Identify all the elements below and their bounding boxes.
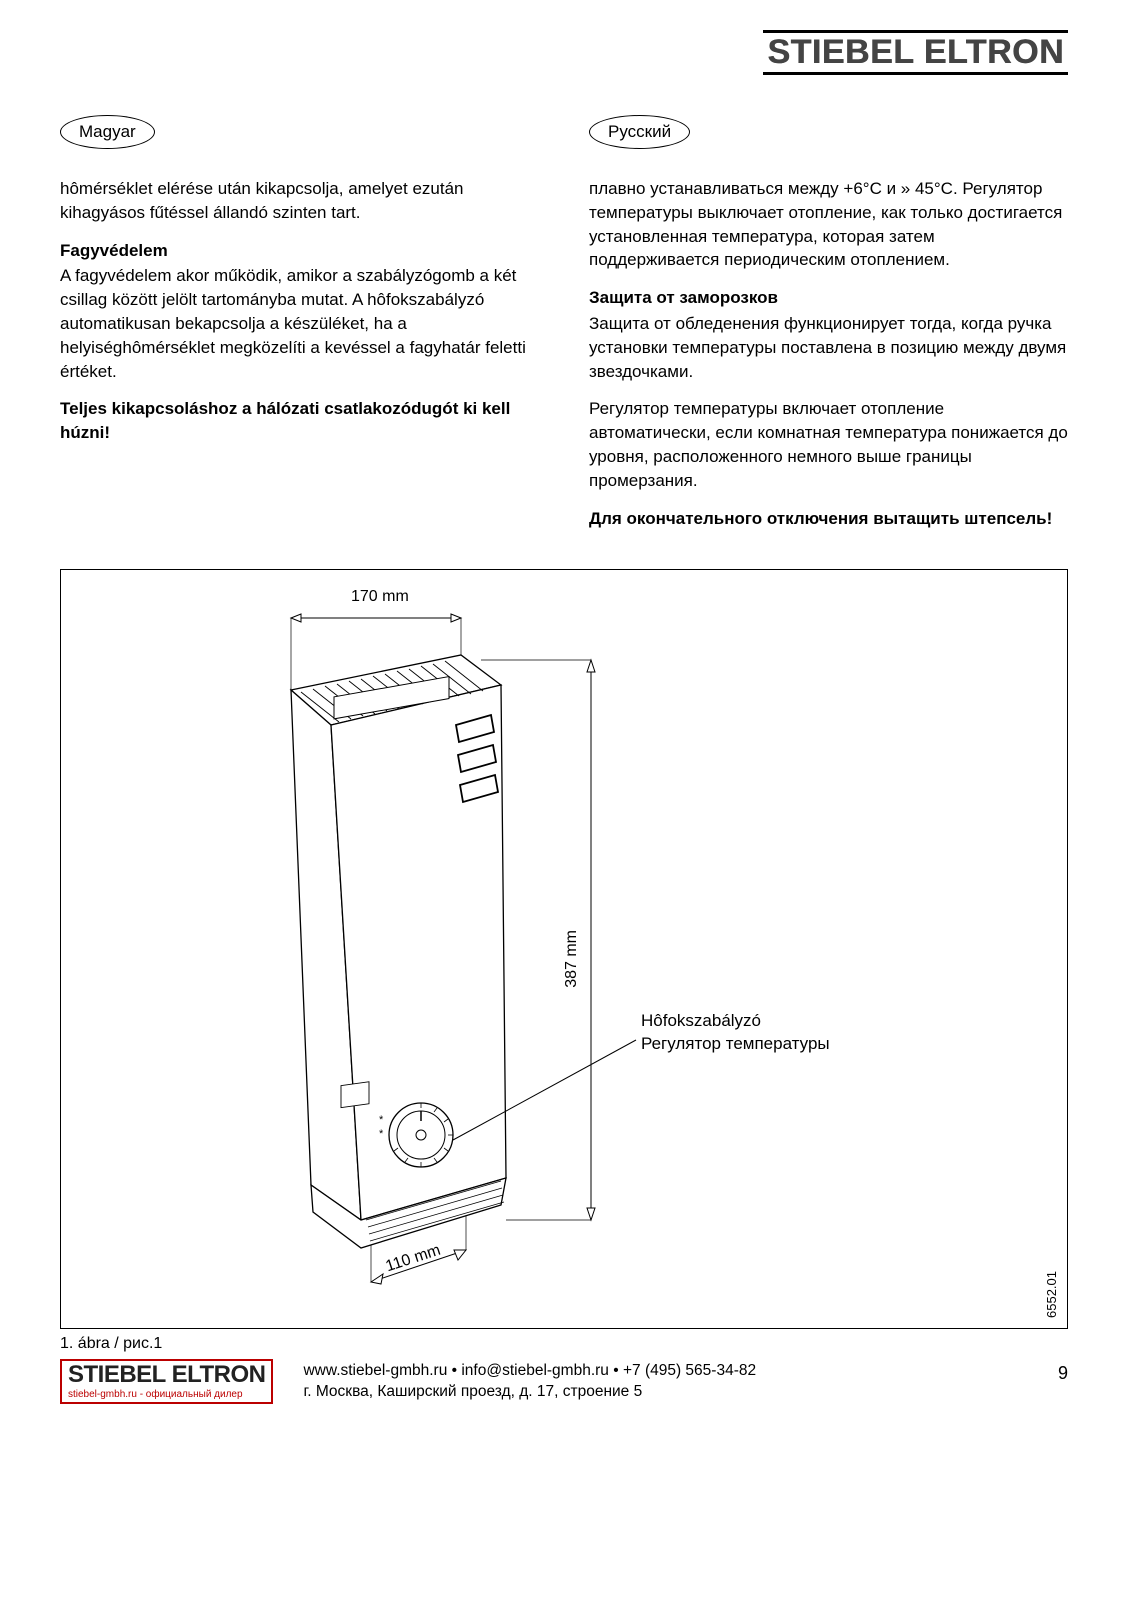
footer-logo: STIEBEL ELTRON stiebel-gmbh.ru - официал… [60,1359,273,1404]
column-hungarian: Magyar hômérséklet elérése után kikapcso… [60,115,539,544]
lang-badge-hu: Magyar [60,115,155,149]
dim-height-label: 387 mm [563,930,581,988]
footer-line2: г. Москва, Каширский проезд, д. 17, стро… [303,1382,1028,1403]
footer-brand: STIEBEL ELTRON [68,1361,265,1389]
page-number: 9 [1058,1363,1068,1384]
hu-p2: A fagyvédelem akor működik, amikor a sza… [60,264,539,383]
svg-text:*: * [379,1128,384,1140]
hu-bold: Teljes kikapcsoláshoz a hálózati csatlak… [60,397,539,445]
footer-line1: www.stiebel-gmbh.ru • info@stiebel-gmbh.… [303,1361,1028,1382]
text-columns: Magyar hômérséklet elérése után kikapcso… [60,115,1068,544]
hu-h1: Fagyvédelem [60,239,539,263]
ru-p3: Регулятор температуры включает отопление… [589,397,1068,492]
figure-caption: 1. ábra / рис.1 [60,1335,1068,1353]
svg-text:*: * [379,1114,384,1126]
body-ru: плавно устанавливаться между +6°C и » 45… [589,177,1068,530]
column-russian: Русский плавно устанавливаться между +6°… [589,115,1068,544]
callout-ru: Регулятор температуры [641,1033,830,1056]
figure-code: 6552.01 [1044,1271,1059,1318]
figure-box: 170 mm [60,569,1068,1329]
callout-hu: Hôfokszabályzó [641,1010,830,1033]
ru-bold: Для окончательного отключения вытащить ш… [589,507,1068,531]
brand-text: STIEBEL ELTRON [763,30,1068,75]
callout-block: Hôfokszabályzó Регулятор температуры [641,1010,830,1056]
header-logo: STIEBEL ELTRON [60,30,1068,75]
figure-svg: * * [61,570,1061,1330]
footer-sub: stiebel-gmbh.ru - официальный дилер [68,1389,265,1400]
lang-badge-ru: Русский [589,115,690,149]
ru-h1: Защита от заморозков [589,286,1068,310]
hu-p1: hômérséklet elérése után kikapcsolja, am… [60,177,539,225]
ru-p1: плавно устанавливаться между +6°C и » 45… [589,177,1068,272]
footer-contact: www.stiebel-gmbh.ru • info@stiebel-gmbh.… [303,1361,1028,1403]
ru-p2: Защита от обледенения функционирует тогд… [589,312,1068,383]
body-hu: hômérséklet elérése után kikapcsolja, am… [60,177,539,445]
footer: STIEBEL ELTRON stiebel-gmbh.ru - официал… [60,1359,1068,1404]
